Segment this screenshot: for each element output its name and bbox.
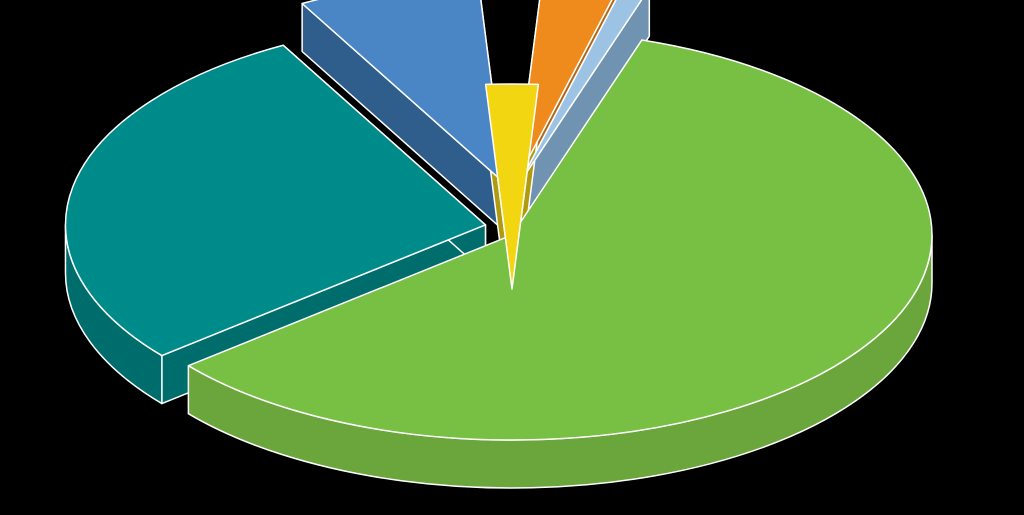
pie-3d-chart	[0, 0, 1024, 515]
